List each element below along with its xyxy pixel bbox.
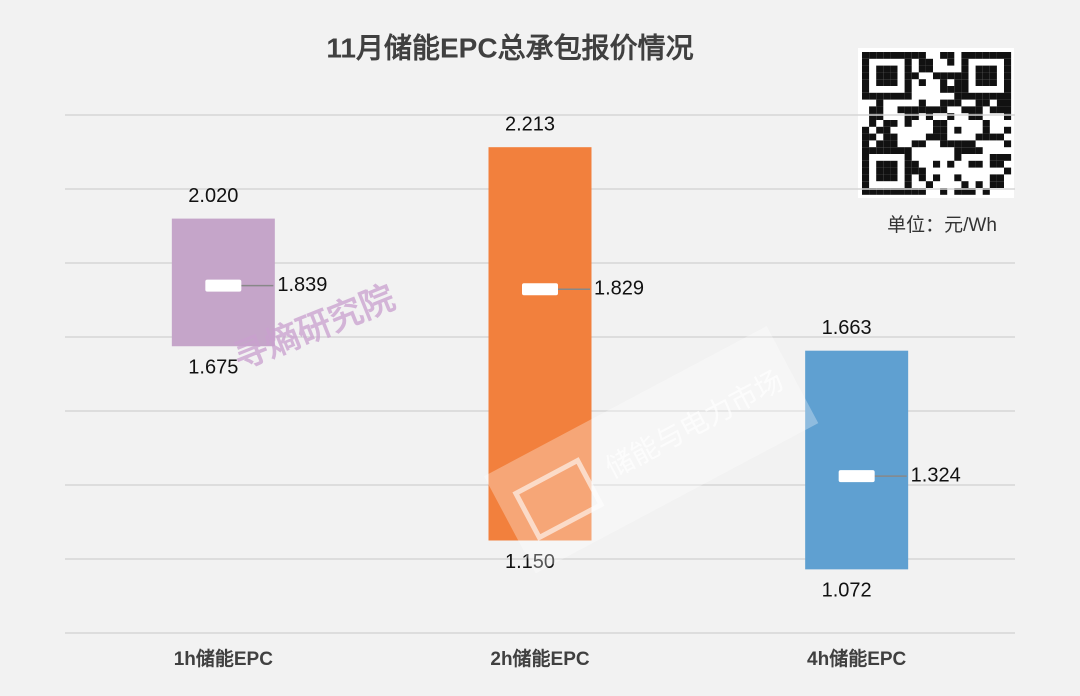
high-label: 2.213 [505,113,555,135]
mid-marker [838,470,875,483]
low-label: 1.675 [188,357,238,379]
mid-marker [205,279,242,292]
unit-label: 单位：元/Wh [887,214,997,236]
mid-label: 1.839 [277,274,327,296]
mid-label: 1.829 [594,278,644,300]
range-bar [488,147,592,541]
mid-marker [522,283,558,296]
x-tick-label: 1h储能EPC [174,647,274,670]
x-tick-label: 4h储能EPC [807,647,907,670]
chart-title: 11月储能EPC总承包报价情况 [326,32,693,63]
mid-label: 1.324 [911,464,961,486]
range-bar [805,350,909,570]
high-label: 2.020 [188,185,238,207]
qr-code [858,48,1014,198]
high-label: 1.663 [822,317,872,339]
low-label: 1.150 [505,551,555,573]
low-label: 1.072 [822,580,872,602]
x-tick-label: 2h储能EPC [490,647,590,670]
